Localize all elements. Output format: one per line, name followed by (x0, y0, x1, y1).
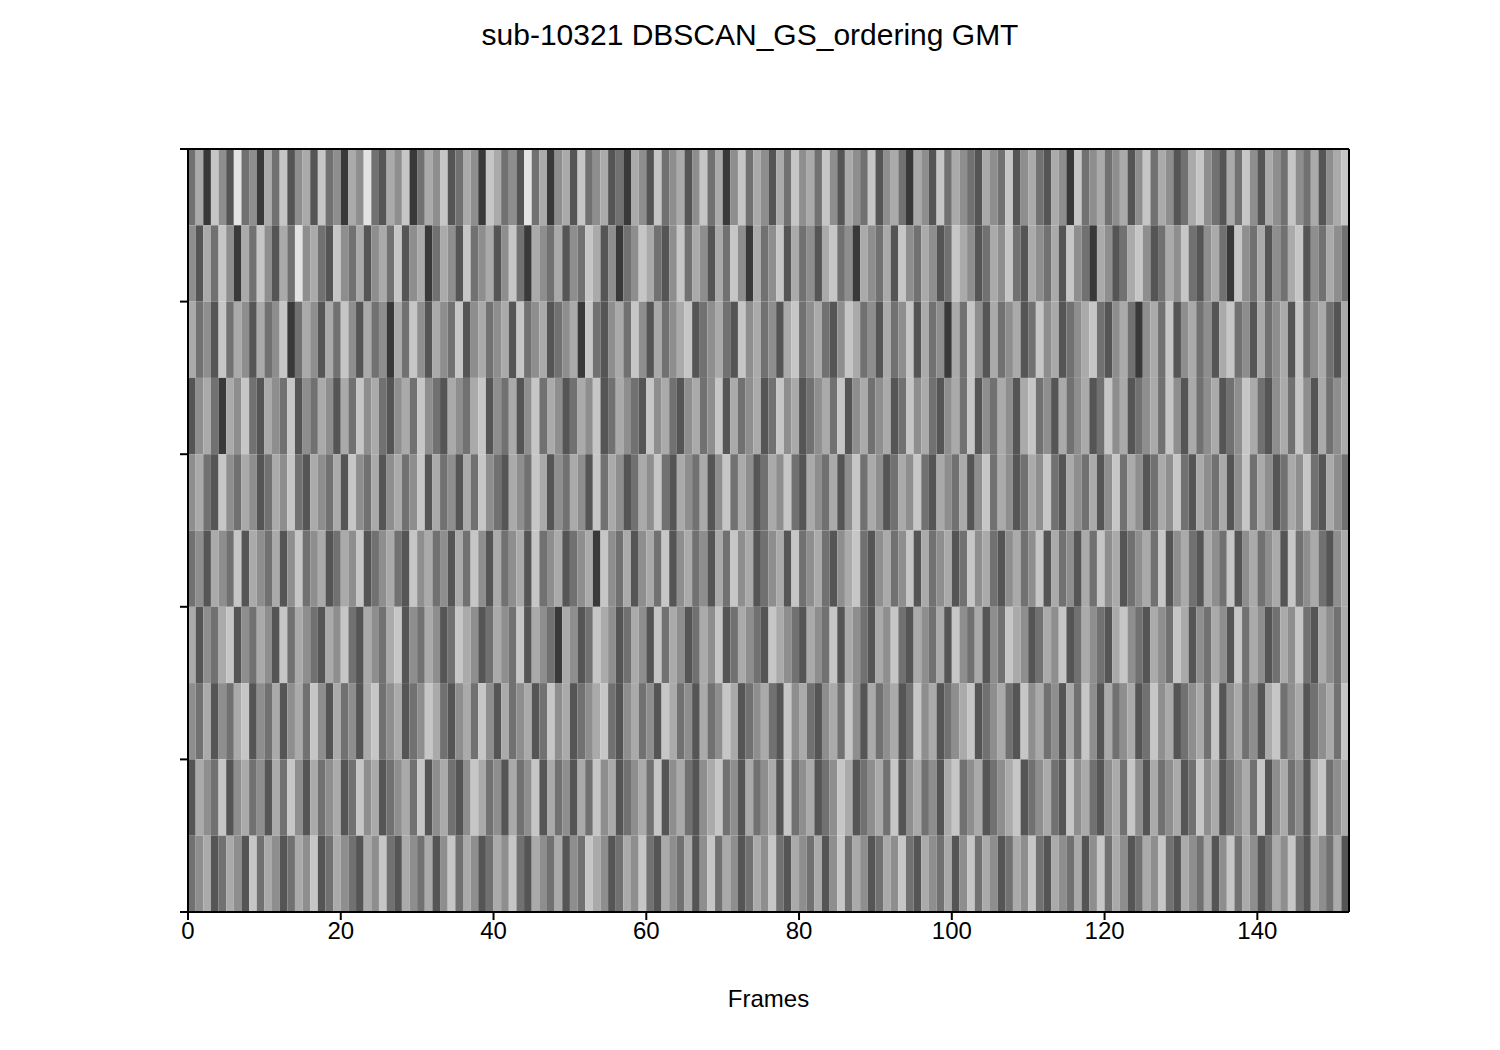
svg-text:Frames: Frames (728, 985, 809, 1012)
svg-text:100: 100 (932, 917, 972, 944)
svg-text:60: 60 (633, 917, 660, 944)
html-text:sub-10321 DBSCAN_GS_ordering G: sub-10321 DBSCAN_GS_ordering GMT (481, 18, 1019, 51)
svg-text:120: 120 (1085, 917, 1125, 944)
svg-text:40: 40 (480, 917, 507, 944)
svg-text:140: 140 (1237, 917, 1277, 944)
svg-text:80: 80 (786, 917, 813, 944)
svg-text:20: 20 (327, 917, 354, 944)
svg-text:0: 0 (181, 917, 194, 944)
